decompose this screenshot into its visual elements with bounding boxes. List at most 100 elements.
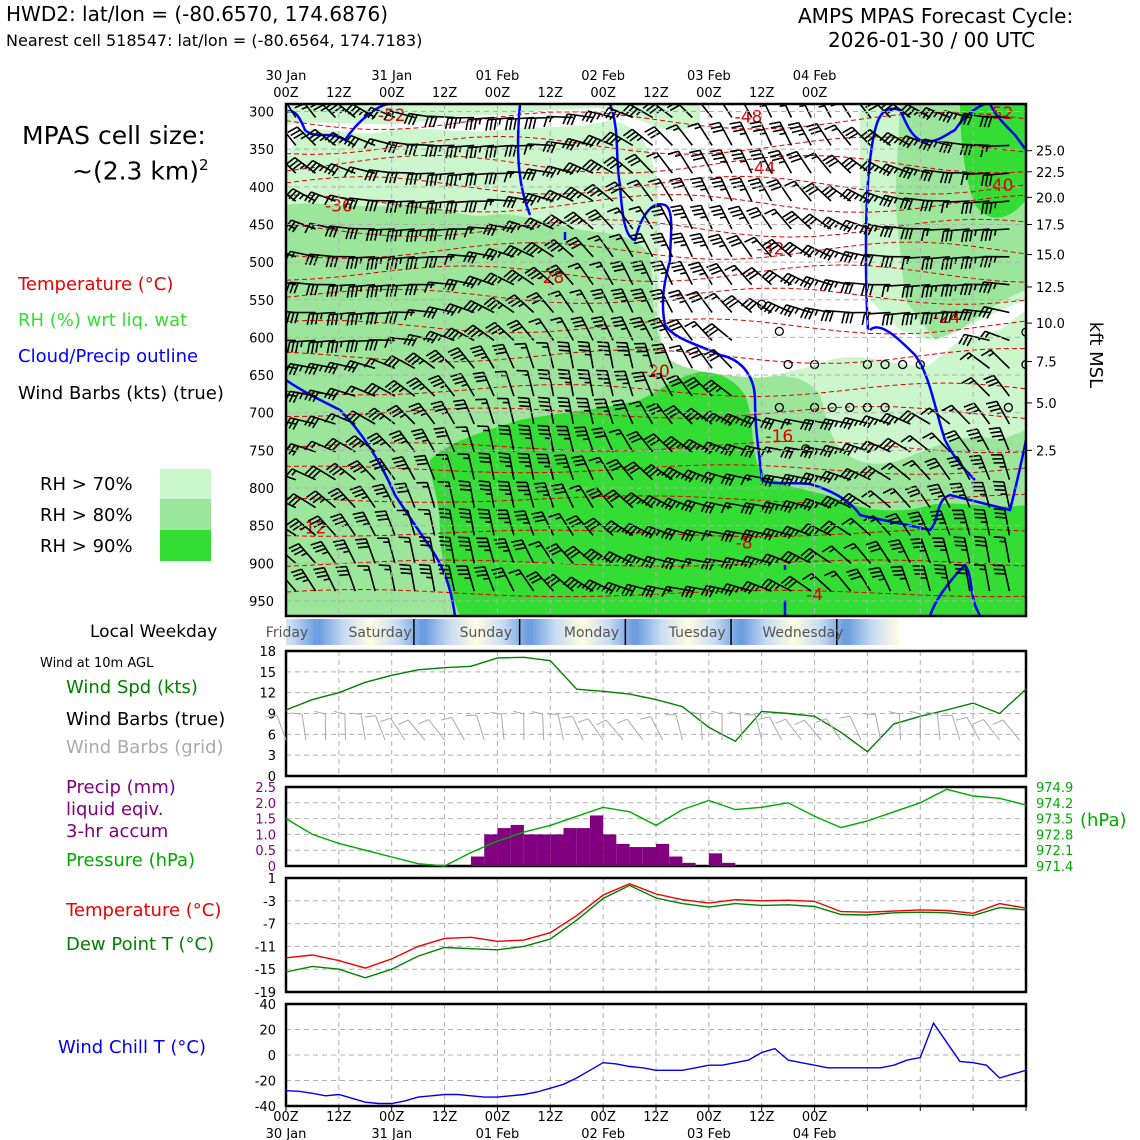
legend-wind-chill: Wind Chill T (°C) [58,1037,206,1058]
wind-barb [881,311,911,326]
wind-barb [901,283,931,298]
legend-rh70-swatch [160,469,211,499]
wind-barb [985,400,1011,425]
grid-wind-barb [616,718,644,741]
wind-barb [802,182,832,202]
wind-barb [424,115,455,128]
calm-circle [783,359,793,370]
wind-barb [469,345,495,369]
wind-barb [901,256,931,270]
wind-barb [819,444,851,458]
precip-bar [523,834,538,866]
wind-barb [819,470,852,484]
wind-barb [689,149,713,174]
wind-barb [330,513,356,536]
wind-barb [562,576,594,592]
wind-barb [661,585,693,597]
panel-ytick-label: 2.5 [255,781,276,796]
precip-bar [576,828,590,866]
wind-barb [286,578,297,592]
wind-barb [585,209,614,230]
wind-barb [573,426,594,453]
wind-barb [335,565,357,592]
wind-barb [246,391,276,403]
wind-barb [940,200,970,214]
wind-barb [742,266,773,286]
pressure-tick-label: 974.9 [1036,781,1073,796]
calm-circle [880,402,890,413]
wind-barb [571,455,594,481]
cross-section-wind-barbs [245,104,1011,599]
cell-size-label: MPAS cell size: [22,121,206,150]
wind-barb [313,566,337,592]
grid-wind-barb [775,718,802,741]
wind-barb [920,228,950,242]
wind-barb [960,256,990,270]
calm-circle [827,402,837,413]
grid-wind-barb [711,710,723,740]
cell-size-exponent: 2 [199,156,209,174]
top-date-label: 02 Feb [581,69,625,84]
wind-barb [899,410,931,425]
panel-ytick-label: -7 [263,918,276,933]
wind-barb [787,121,812,146]
wind-barb [304,415,336,429]
wind-barb [971,481,991,508]
wind-barb [525,571,555,592]
panel-ytick-label: 0 [268,860,276,875]
wind-barb [344,104,376,119]
wind-barb [493,538,515,564]
wind-barb [366,432,396,453]
surface-wind-barb [878,688,901,712]
wind-barb [545,543,574,564]
wind-barb [491,567,515,592]
wind-barb [366,283,395,298]
wind-barb [703,348,733,369]
precip-bar [510,824,524,866]
wind-barb [961,377,991,397]
wind-barb [569,289,594,313]
kft-msl-label: kft MSL [1085,322,1106,388]
temp-label: -52 [986,104,1014,124]
wind-barb [749,121,773,146]
wind-barb [528,540,555,564]
wind-barb [398,536,416,564]
wind-barb [306,339,336,354]
wind-barb [669,177,694,202]
wind-barb [288,542,317,564]
weekday-label: Friday [266,625,308,641]
wind-barb [343,134,376,148]
wind-barb [958,308,990,322]
wind-barb [463,226,495,238]
wind-barb [631,371,654,397]
panel-ytick-label: 1 [268,872,276,887]
top-hour-label: 00Z [273,86,299,101]
wind-barb [465,172,495,186]
wind-barb [504,144,534,157]
wind-barb [551,483,575,508]
legend-rh80-swatch [160,499,211,530]
wind-barb [405,228,435,243]
panel-ytick-label: 6 [268,728,276,743]
temp-label: -16 [765,427,793,447]
panel-frame [284,876,1028,994]
wind-barb [992,480,1011,508]
weekday-gradient-right [634,619,688,645]
cycle-time: 2026-01-30 / 00 UTC [828,28,1036,52]
wind-barb [245,277,276,289]
isotherm-line [286,382,1026,398]
wind-barb [485,144,514,159]
legend-temp-line: Temperature (°C) [66,900,222,921]
wind-barb [799,498,832,512]
surface-wind-barb [498,691,524,712]
wind-barb [662,435,693,453]
wind-barb [457,453,475,480]
wind-barb [286,281,316,294]
wind-barb [980,228,1010,242]
wind-barb [524,266,555,286]
bottom-hour-label: 00Z [696,1110,722,1125]
wind-barb [563,545,594,564]
wind-barb [668,344,694,369]
wind-barb [621,553,653,567]
wind-barb [740,474,772,486]
